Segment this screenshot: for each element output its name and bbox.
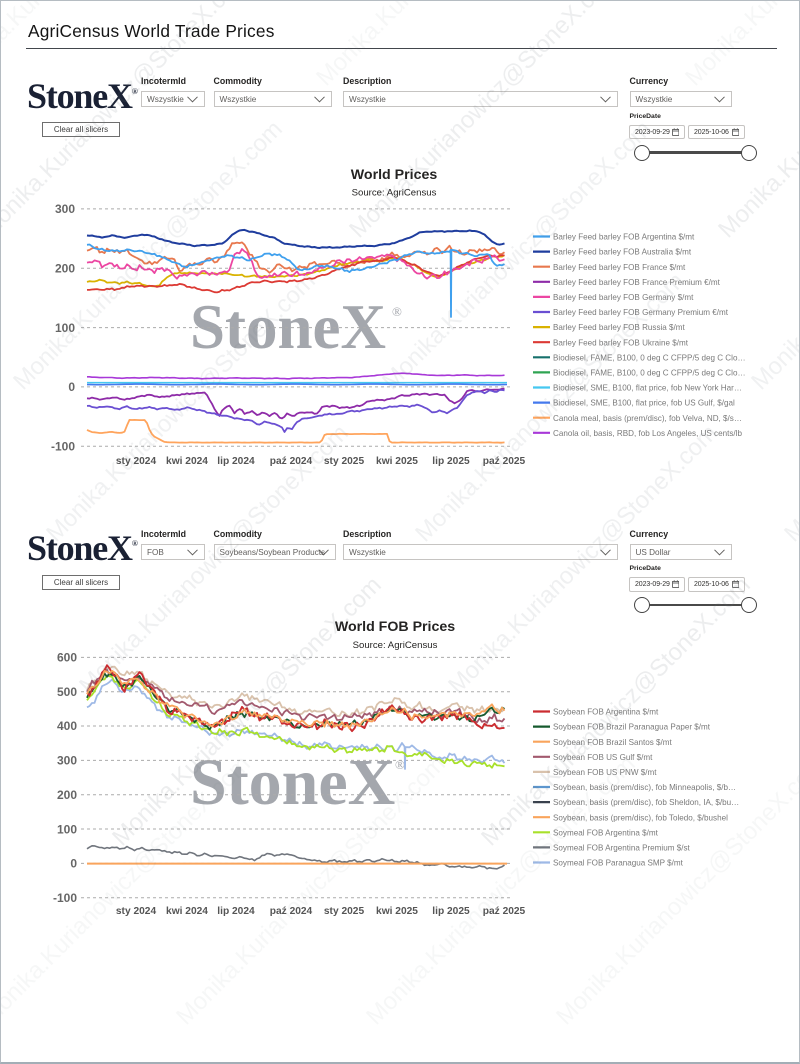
svg-text:lip 2025: lip 2025 [432,906,470,917]
svg-text:World FOB Prices: World FOB Prices [335,619,455,635]
svg-text:Biodiesel, FAME, B100, 0 deg C: Biodiesel, FAME, B100, 0 deg C CFPP/5 de… [553,369,746,378]
svg-text:paź 2025: paź 2025 [483,906,526,917]
svg-text:Source: AgriCensus: Source: AgriCensus [352,188,437,199]
svg-text:kwi 2024: kwi 2024 [166,906,208,917]
svg-text:0: 0 [68,380,75,394]
svg-text:Barley Feed barley FOB Ukraine: Barley Feed barley FOB Ukraine $/mt [553,338,689,347]
svg-text:World Prices: World Prices [351,167,438,183]
svg-text:Soybean FOB Brazil Paranagua P: Soybean FOB Brazil Paranagua Paper $/mt [553,723,711,732]
svg-text:500: 500 [57,685,77,699]
svg-text:StoneX: StoneX [190,746,395,819]
svg-text:100: 100 [57,822,77,836]
svg-text:300: 300 [57,754,77,768]
svg-text:Canola oil, basis, RBD, fob Lo: Canola oil, basis, RBD, fob Los Angeles,… [553,429,742,438]
svg-text:Soybean FOB US Gulf $/mt: Soybean FOB US Gulf $/mt [553,753,653,762]
svg-text:sty 2025: sty 2025 [324,906,365,917]
svg-text:Soymeal FOB Paranagua SMP $/mt: Soymeal FOB Paranagua SMP $/mt [553,859,684,868]
svg-text:Biodiesel, SME, B100, flat pri: Biodiesel, SME, B100, flat price, fob Ne… [553,384,742,393]
svg-text:kwi 2025: kwi 2025 [376,906,418,917]
svg-text:300: 300 [55,202,75,216]
svg-text:Barley Feed barley FOB Germany: Barley Feed barley FOB Germany $/mt [553,293,694,302]
svg-text:Soybean FOB Argentina $/mt: Soybean FOB Argentina $/mt [553,708,659,717]
svg-text:Barley Feed barley FOB Argenti: Barley Feed barley FOB Argentina $/mt [553,233,695,242]
svg-text:400: 400 [57,719,77,733]
svg-text:StoneX: StoneX [190,292,386,362]
svg-text:Barley Feed barley FOB Germany: Barley Feed barley FOB Germany Premium €… [553,308,729,317]
svg-text:Soybean, basis (prem/disc), fo: Soybean, basis (prem/disc), fob Toledo, … [553,813,728,822]
svg-text:Biodiesel, FAME, B100, 0 deg C: Biodiesel, FAME, B100, 0 deg C CFPP/5 de… [553,353,746,362]
svg-text:200: 200 [55,262,75,276]
svg-text:paź 2025: paź 2025 [483,456,526,467]
svg-text:kwi 2024: kwi 2024 [166,456,208,467]
svg-text:®: ® [395,757,405,772]
svg-text:Canola meal, basis (prem/disc): Canola meal, basis (prem/disc), fob Velv… [553,414,742,423]
svg-text:200: 200 [57,788,77,802]
svg-text:100: 100 [55,321,75,335]
svg-text:sty 2025: sty 2025 [324,456,365,467]
svg-text:paź 2024: paź 2024 [270,456,313,467]
svg-text:0: 0 [70,857,77,871]
svg-text:Soybean FOB US PNW $/mt: Soybean FOB US PNW $/mt [553,768,657,777]
svg-text:sty 2024: sty 2024 [116,906,157,917]
svg-text:Soymeal FOB Argentina $/mt: Soymeal FOB Argentina $/mt [553,828,659,837]
svg-text:-100: -100 [51,440,75,454]
svg-text:kwi 2025: kwi 2025 [376,456,418,467]
svg-text:Soybean FOB Brazil Santos $/mt: Soybean FOB Brazil Santos $/mt [553,738,673,747]
svg-text:Barley Feed barley FOB Austral: Barley Feed barley FOB Australia $/mt [553,248,692,257]
svg-text:lip 2025: lip 2025 [432,456,470,467]
svg-text:sty 2024: sty 2024 [116,456,157,467]
svg-text:®: ® [392,304,402,319]
svg-text:Soybean, basis (prem/disc), fo: Soybean, basis (prem/disc), fob Sheldon,… [553,798,739,807]
svg-text:-100: -100 [53,891,77,905]
svg-text:Soymeal FOB Argentina Premium: Soymeal FOB Argentina Premium $/st [553,844,690,853]
svg-text:lip 2024: lip 2024 [217,906,255,917]
svg-text:Barley Feed barley FOB Russia: Barley Feed barley FOB Russia $/mt [553,323,686,332]
svg-text:paź 2024: paź 2024 [270,906,313,917]
svg-text:Biodiesel, SME, B100, flat pri: Biodiesel, SME, B100, flat price, fob US… [553,399,735,408]
svg-text:Soybean, basis (prem/disc), fo: Soybean, basis (prem/disc), fob Minneapo… [553,783,736,792]
svg-text:lip 2024: lip 2024 [217,456,255,467]
svg-text:Barley Feed barley FOB France: Barley Feed barley FOB France $/mt [553,263,686,272]
svg-text:600: 600 [57,651,77,665]
svg-text:Barley Feed barley FOB France: Barley Feed barley FOB France Premium €/… [553,278,721,287]
svg-text:Source: AgriCensus: Source: AgriCensus [353,640,438,651]
